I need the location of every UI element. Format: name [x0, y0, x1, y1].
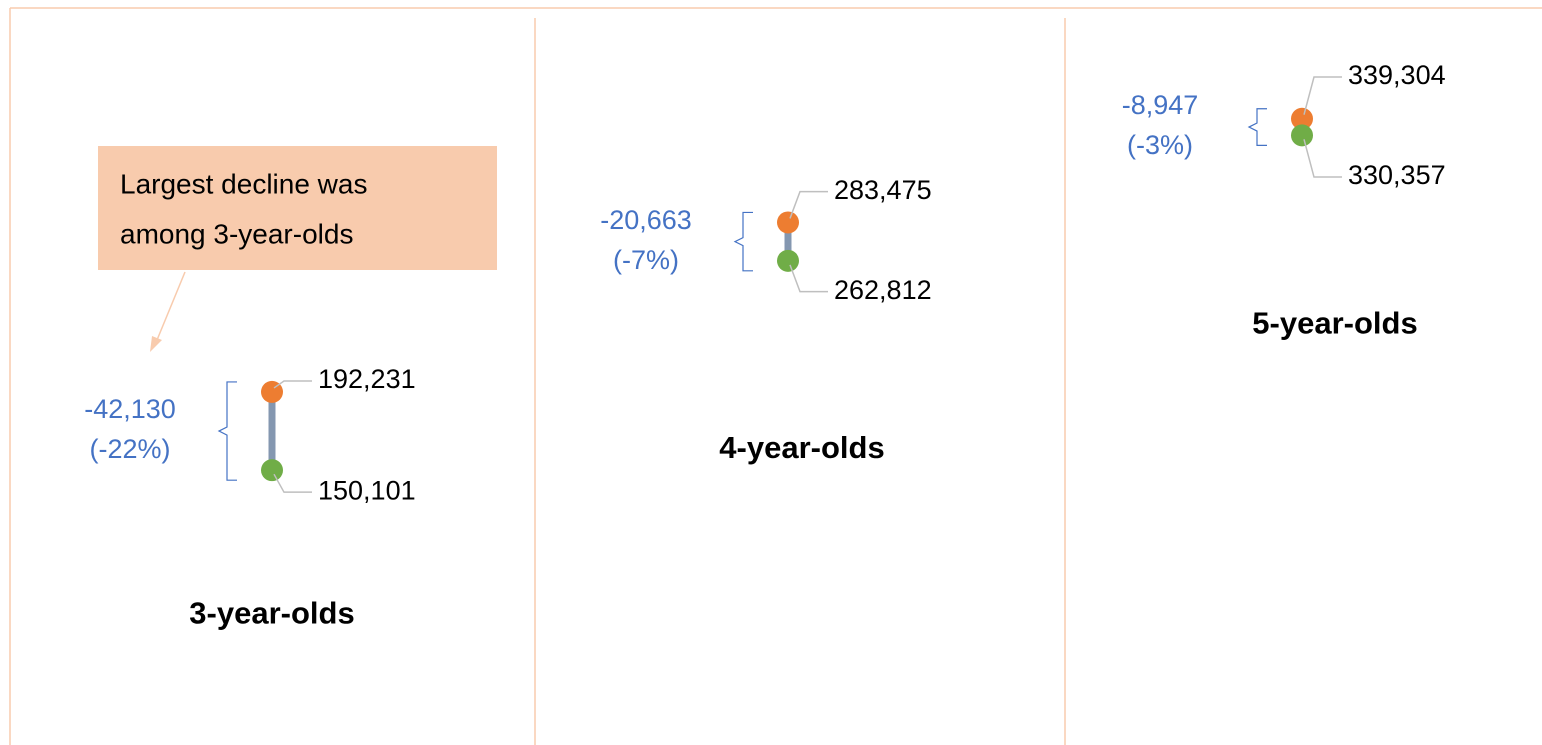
category-label: 3-year-olds [189, 595, 354, 630]
category-label: 4-year-olds [719, 430, 884, 465]
annotation-box [98, 146, 497, 270]
dot [777, 249, 799, 272]
dot [1291, 124, 1313, 147]
leader-line [1303, 76, 1342, 115]
change-label: -42,130 [84, 394, 176, 424]
leader-line [789, 190, 828, 219]
dot [261, 459, 283, 482]
leader-line [1303, 139, 1342, 178]
leader-line [789, 264, 828, 293]
change-bracket [1247, 108, 1267, 146]
data-label: 283,475 [834, 175, 932, 205]
data-label: 339,304 [1348, 60, 1446, 90]
data-label: 330,357 [1348, 160, 1446, 190]
annotation-arrowhead [150, 336, 162, 352]
change-percent-label: (-22%) [89, 434, 170, 464]
annotation-arrow [156, 271, 186, 341]
change-bracket [217, 381, 237, 481]
dot [1291, 107, 1313, 130]
data-label: 192,231 [318, 364, 416, 394]
data-label: 150,101 [318, 475, 416, 505]
dot [777, 211, 799, 234]
category-label: 5-year-olds [1252, 306, 1417, 341]
data-label: 262,812 [834, 275, 932, 305]
change-label: -8,947 [1122, 90, 1199, 120]
annotation-text: among 3-year-olds [120, 218, 353, 249]
annotation-text: Largest decline was [120, 168, 367, 199]
change-percent-label: (-7%) [613, 245, 679, 275]
leader-line [273, 380, 312, 389]
change-bracket [733, 211, 753, 272]
change-percent-label: (-3%) [1127, 130, 1193, 160]
change-label: -20,663 [600, 205, 692, 235]
leader-line [273, 473, 312, 493]
